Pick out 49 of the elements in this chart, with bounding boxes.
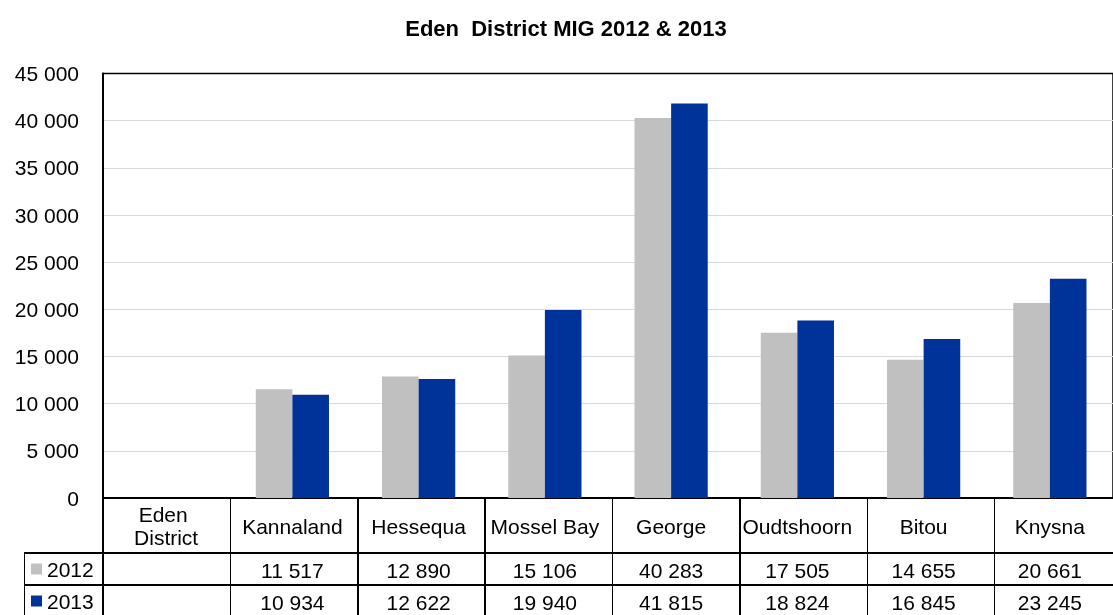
- y-tick-label: 30 000: [14, 203, 79, 227]
- bar: [634, 118, 672, 498]
- x-tick-label: Kannaland: [242, 514, 343, 538]
- legend-label: 2012: [47, 557, 94, 581]
- bar: [544, 309, 582, 498]
- chart-title: Eden District MIG 2012 & 2013: [405, 15, 727, 41]
- data-label: 17 505: [765, 559, 830, 582]
- data-label: 16 845: [891, 591, 956, 614]
- legend-label: 2013: [47, 589, 94, 613]
- data-label: 11 517: [261, 559, 324, 582]
- bar: [255, 389, 293, 498]
- x-tick-label: Knysna: [1014, 514, 1086, 538]
- bar: [1049, 278, 1087, 498]
- bar: [292, 394, 329, 498]
- data-label: 18 824: [765, 591, 830, 614]
- y-tick-label: 0: [67, 486, 79, 510]
- y-tick-label: 20 000: [14, 297, 79, 321]
- y-tick-label: 35 000: [14, 156, 79, 180]
- data-label: 12 622: [386, 591, 451, 614]
- y-tick-label: 40 000: [14, 109, 79, 133]
- bar: [923, 339, 961, 498]
- bar: [797, 320, 834, 498]
- x-tick-label: Oudtshoorn: [742, 514, 853, 538]
- bar: [508, 355, 545, 498]
- bar: [671, 103, 708, 498]
- data-label: 40 283: [639, 559, 704, 582]
- y-tick-label: 5 000: [26, 439, 79, 463]
- x-tick-label: George: [636, 514, 707, 538]
- bar: [887, 359, 924, 498]
- y-tick-label: 15 000: [14, 345, 79, 368]
- data-label: 15 106: [512, 559, 577, 582]
- bar: [760, 332, 798, 498]
- data-label: 10 934: [260, 591, 325, 614]
- x-tick-label: Mossel Bay: [490, 514, 600, 538]
- y-tick-label: 45 000: [14, 62, 79, 85]
- bar: [382, 376, 419, 498]
- x-tick-label: Eden District: [134, 503, 199, 549]
- data-label: 41 815: [639, 591, 704, 614]
- bar: [1013, 303, 1050, 498]
- data-label: 23 245: [1017, 591, 1082, 614]
- y-tick-label: 10 000: [14, 392, 79, 416]
- x-tick-label: Hessequa: [371, 514, 467, 538]
- data-label: 19 940: [512, 591, 577, 614]
- y-tick-label: 25 000: [14, 250, 79, 274]
- bar: [418, 378, 456, 498]
- x-tick-label: Bitou: [899, 514, 948, 538]
- data-label: 14 655: [891, 559, 956, 582]
- data-label: 12 890: [386, 559, 451, 582]
- data-label: 20 661: [1017, 559, 1082, 582]
